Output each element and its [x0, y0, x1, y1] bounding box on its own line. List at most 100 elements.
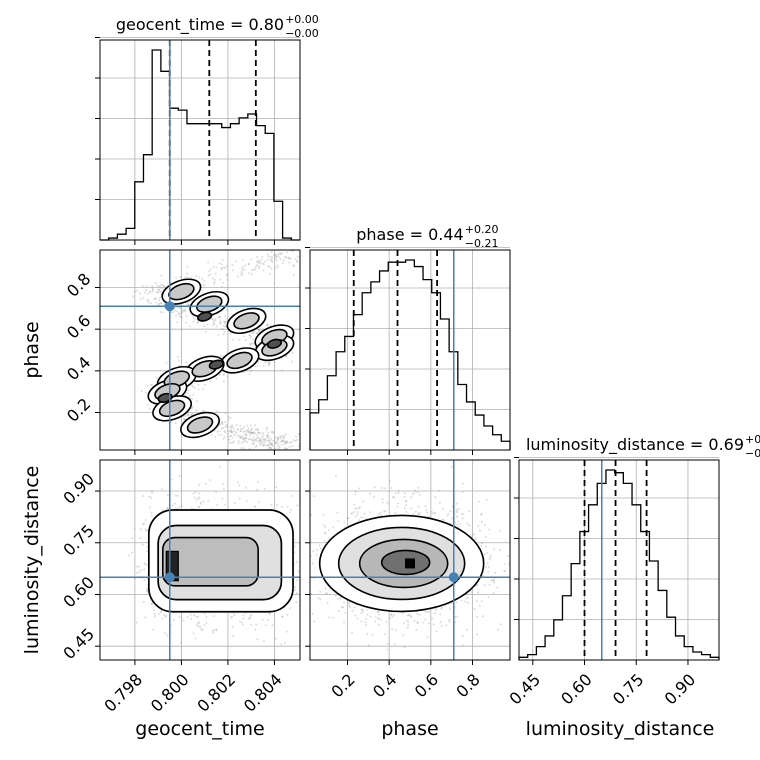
sample-point — [323, 531, 326, 534]
sample-point — [189, 613, 192, 616]
sample-point — [261, 436, 264, 439]
sample-point — [231, 616, 234, 619]
sample-point — [192, 632, 195, 635]
sample-point — [244, 486, 247, 489]
sample-point — [417, 486, 420, 489]
sample-point — [214, 319, 217, 322]
sample-point — [386, 648, 389, 651]
sample-point — [295, 435, 298, 438]
sample-point — [319, 590, 322, 593]
sample-point — [218, 262, 221, 265]
sample-point — [550, 560, 552, 562]
sample-point — [233, 434, 236, 437]
sample-point — [282, 435, 285, 438]
sample-point — [246, 441, 249, 444]
sample-point — [266, 264, 269, 267]
sample-point — [143, 562, 146, 565]
sample-point — [176, 494, 179, 497]
sample-point — [263, 439, 266, 442]
sample-point — [283, 443, 286, 446]
sample-point — [247, 429, 250, 432]
sample-point — [182, 619, 185, 622]
sample-point — [403, 496, 406, 499]
sample-point — [406, 626, 409, 629]
sample-point — [251, 439, 254, 442]
sample-point — [483, 524, 486, 527]
sample-point — [474, 537, 477, 540]
sample-point — [214, 435, 217, 438]
sample-point — [198, 483, 201, 486]
sample-point — [403, 507, 406, 510]
sample-point — [374, 616, 377, 619]
sample-point — [143, 579, 146, 582]
sample-point — [288, 261, 291, 264]
sample-point — [244, 339, 247, 342]
sample-point — [198, 492, 201, 495]
sample-point — [222, 373, 225, 376]
sample-point — [261, 454, 263, 456]
sample-point — [266, 434, 269, 437]
sample-point — [180, 505, 183, 508]
sample-point — [222, 333, 225, 336]
sample-point — [179, 306, 182, 309]
sample-point — [203, 383, 206, 386]
sample-point — [201, 628, 204, 631]
sample-point — [240, 435, 243, 438]
sample-point — [301, 557, 303, 559]
sample-point — [380, 486, 383, 489]
sample-point — [170, 420, 173, 423]
sample-point — [242, 617, 245, 620]
sample-point — [284, 441, 287, 444]
sample-point — [216, 410, 219, 413]
sample-point — [151, 288, 154, 291]
sample-point — [145, 285, 148, 288]
sample-point — [158, 299, 161, 302]
sample-point — [407, 624, 410, 627]
sample-point — [227, 415, 230, 418]
sample-point — [297, 433, 300, 436]
sample-point — [180, 310, 183, 313]
histogram-phase — [309, 259, 511, 450]
sample-point — [424, 504, 427, 507]
sample-point — [136, 289, 139, 292]
sample-point — [204, 482, 207, 485]
sample-point — [237, 481, 240, 484]
sample-point — [254, 438, 257, 441]
sample-point — [410, 507, 413, 510]
sample-point — [149, 383, 152, 386]
sample-point — [231, 437, 234, 440]
sample-point — [307, 575, 309, 577]
sample-point — [283, 439, 286, 442]
sample-point — [503, 562, 506, 565]
sample-point — [418, 614, 421, 617]
sample-point — [276, 264, 279, 267]
sample-point — [134, 577, 137, 580]
sample-point — [466, 596, 469, 599]
sample-point — [357, 487, 360, 490]
sample-point — [276, 440, 279, 443]
sample-point — [456, 523, 459, 526]
sample-point — [186, 392, 189, 395]
sample-point — [209, 273, 212, 276]
sample-point — [392, 495, 395, 498]
sample-point — [249, 437, 252, 440]
x-tick-label: 0.804 — [240, 670, 286, 716]
sample-point — [363, 512, 366, 515]
sample-point — [145, 529, 148, 532]
sample-point — [133, 527, 136, 530]
sample-point — [294, 258, 297, 261]
sample-point — [341, 606, 344, 609]
sample-point — [271, 430, 274, 433]
sample-point — [205, 621, 208, 624]
sample-point — [489, 554, 492, 557]
sample-point — [318, 544, 321, 547]
sample-point — [248, 334, 251, 337]
sample-point — [446, 514, 449, 517]
sample-point — [146, 589, 149, 592]
sample-point — [274, 447, 277, 450]
sample-point — [369, 615, 372, 618]
sample-point — [209, 479, 212, 482]
sample-point — [226, 272, 229, 275]
sample-point — [219, 278, 222, 281]
sample-point — [261, 618, 264, 621]
